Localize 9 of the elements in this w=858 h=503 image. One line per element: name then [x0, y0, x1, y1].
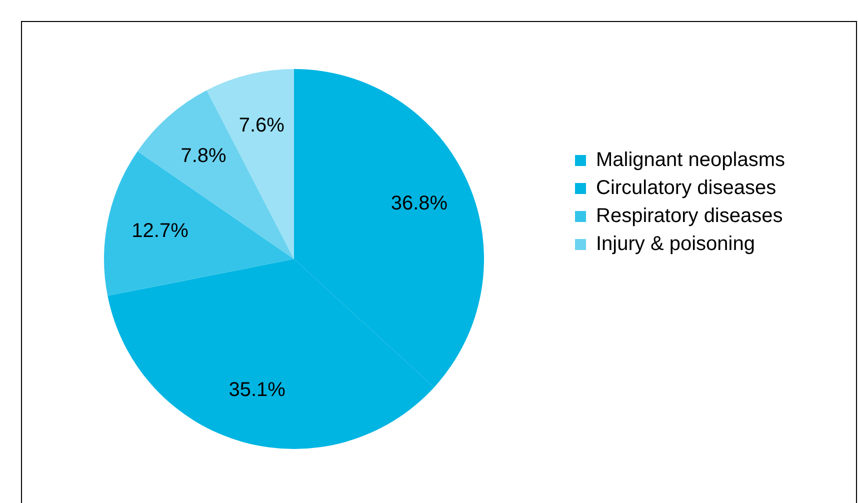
legend-label: Malignant neoplasms [596, 148, 785, 172]
legend-label: Circulatory diseases [596, 176, 776, 200]
data-label: 35.1% [228, 379, 286, 402]
data-label: 36.8% [390, 192, 448, 214]
legend-label: Respiratory diseases [596, 204, 783, 228]
data-label: 7.6% [238, 114, 285, 137]
data-label: 12.7% [132, 220, 189, 242]
legend-label: Injury & poisoning [596, 232, 755, 256]
data-label: 7.8% [180, 144, 227, 167]
